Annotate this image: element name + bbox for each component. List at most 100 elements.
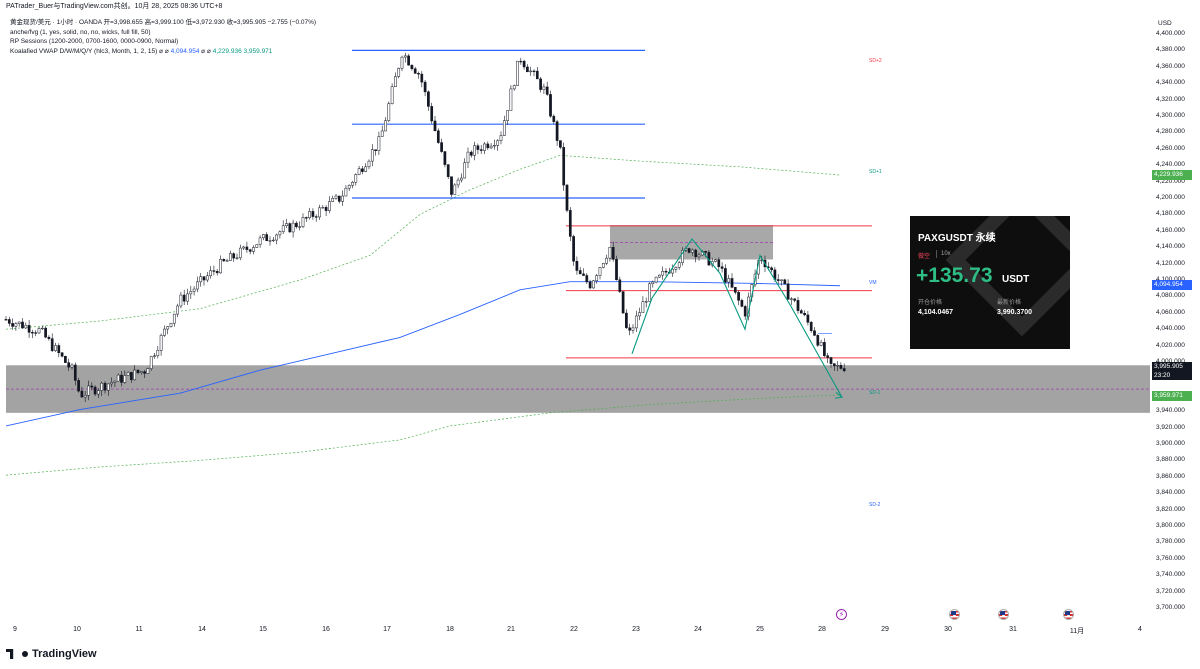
bear-candle: [7, 319, 11, 324]
bull-candle: [275, 234, 278, 241]
price-axis[interactable]: 4,400.000 4,380.000 4,360.000 4,340.000 4,32…: [1150, 14, 1200, 634]
bull-candle: [691, 249, 694, 253]
flash-event-icon[interactable]: ⚡: [836, 609, 847, 620]
bull-candle: [463, 162, 467, 179]
price-tick-label: 4,280.000: [1156, 128, 1185, 136]
bear-candle: [212, 270, 216, 272]
time-axis[interactable]: 9 10 11 14 15 16 17 18 21 22 23 24 25 28 29 30 31 11月 4: [0, 620, 1150, 636]
bear-candle: [559, 140, 562, 148]
bull-candle: [347, 184, 351, 189]
bear-candle: [628, 327, 632, 331]
us-flag-event-icon[interactable]: [949, 609, 960, 620]
bull-candle: [403, 55, 407, 58]
bear-candle: [720, 266, 724, 269]
bull-candle: [126, 372, 130, 376]
bull-candle: [318, 207, 321, 218]
bear-candle: [486, 143, 490, 149]
last-price-value: 3,990.3700: [997, 309, 1033, 316]
tradingview-logo-icon: [6, 649, 14, 659]
us-flag-event-icon[interactable]: [1063, 609, 1074, 620]
bull-candle: [97, 390, 100, 395]
bear-candle: [522, 60, 526, 68]
indicator-rp-sessions[interactable]: RP Sessions (1200-2000, 0700-1600, 0000-…: [10, 38, 179, 45]
bull-candle: [209, 270, 212, 277]
bear-candle: [809, 322, 813, 331]
bull-candle: [321, 207, 325, 209]
us-flag-event-icon[interactable]: [998, 609, 1009, 620]
bull-candle: [70, 364, 74, 368]
price-chart[interactable]: [0, 0, 1150, 620]
bear-candle: [611, 247, 615, 260]
bull-candle: [394, 76, 397, 87]
vwap-icon: ⌀: [207, 47, 211, 55]
bear-candle: [430, 106, 434, 122]
price-tick-label: 3,780.000: [1156, 538, 1185, 546]
bear-candle: [413, 68, 417, 74]
bull-candle: [819, 342, 823, 346]
bull-candle: [351, 182, 354, 186]
bull-candle: [328, 201, 331, 211]
price-tick-label: 3,880.000: [1156, 456, 1185, 464]
bear-candle: [361, 168, 364, 172]
divider: [936, 250, 937, 258]
price-tick-label: 3,800.000: [1156, 522, 1185, 529]
bear-candle: [47, 336, 51, 339]
badge-sd-minus1-price: 3,959.971: [1152, 391, 1192, 401]
bull-candle: [727, 278, 731, 283]
bull-candle: [163, 328, 166, 336]
symbol-name[interactable]: 黄金现货/美元 · 1小时 · OANDA: [10, 19, 102, 26]
bull-candle: [169, 322, 173, 327]
bear-candle: [311, 211, 315, 217]
vwap-value: 4,094.954: [170, 47, 200, 55]
leverage: 10x: [941, 251, 951, 257]
bull-candle: [354, 174, 358, 183]
pnl-value: +135.73: [916, 264, 993, 287]
bull-candle: [268, 240, 272, 242]
tradingview-logo[interactable]: TradingView: [6, 644, 97, 664]
indicator-vwap[interactable]: Koalafied VWAP D/W/M/Q/Y (hlc3, Month, 1…: [10, 47, 316, 57]
legend-symbol-row[interactable]: 黄金现货/美元 · 1小时 · OANDA 开=3,998.655 高=3,99…: [10, 18, 316, 28]
bull-candle: [189, 291, 193, 295]
price-tick-label: 3,840.000: [1156, 489, 1185, 497]
price-tick-label: 3,760.000: [1156, 554, 1185, 562]
bull-candle: [598, 267, 602, 276]
bull-candle: [149, 356, 153, 369]
bull-candle: [116, 374, 120, 382]
time-tick-label: 16: [322, 626, 330, 633]
position-side: 做空: [918, 254, 931, 260]
bull-candle: [681, 250, 684, 263]
bear-candle: [476, 145, 480, 150]
bull-candle: [139, 371, 143, 373]
vwap-indicator-name: Koalafied VWAP D/W/M/Q/Y (hlc3, Month, 1…: [10, 47, 158, 55]
bull-candle: [780, 279, 783, 281]
price-tick-label: 4,260.000: [1156, 144, 1185, 152]
bull-candle: [592, 280, 595, 289]
bull-candle: [390, 86, 394, 104]
bull-candle: [595, 275, 599, 282]
bear-candle: [535, 70, 539, 80]
bull-candle: [172, 313, 176, 324]
bear-candle: [436, 130, 440, 143]
bull-candle: [285, 223, 288, 226]
bear-candle: [34, 332, 38, 334]
bear-candle: [67, 362, 71, 368]
bull-candle: [384, 120, 387, 132]
bull-candle: [367, 160, 371, 168]
bull-candle: [466, 151, 470, 163]
attribution-bar: PATrader_Buer与TradingView.com共创。10月 28, …: [6, 3, 223, 10]
bear-candle: [314, 216, 318, 218]
bear-candle: [44, 327, 47, 338]
bull-candle: [654, 276, 658, 283]
bear-candle: [585, 275, 589, 283]
bull-candle: [489, 145, 493, 149]
currency-label[interactable]: USD: [1158, 20, 1172, 27]
bear-candle: [770, 267, 773, 271]
badge-sd1-price: 4,229.936: [1152, 170, 1192, 180]
current-price: 3,995.905: [1154, 363, 1183, 370]
time-tick-label: 29: [881, 626, 889, 633]
bear-candle: [443, 151, 447, 165]
tradingview-logo-dot: [22, 651, 28, 657]
price-tick-label: 4,100.000: [1156, 276, 1185, 283]
bull-candle: [235, 257, 239, 259]
indicator-fvg[interactable]: anche/fvg (1, yes, solid, no, no, wicks,…: [10, 28, 151, 36]
